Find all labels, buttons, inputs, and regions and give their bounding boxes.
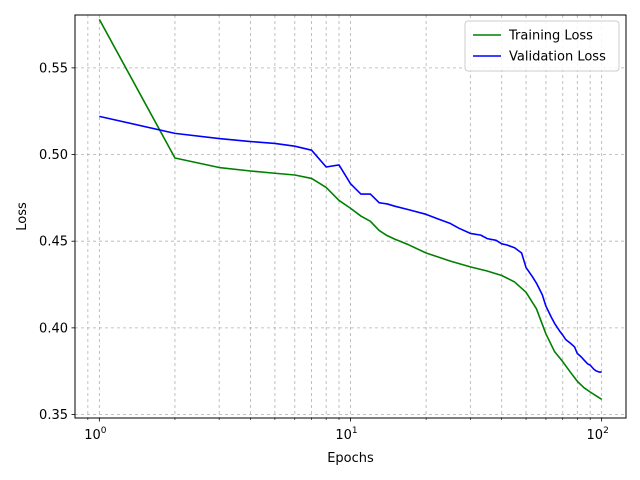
- legend-box: [464, 20, 620, 72]
- y-tick-label: 0.45: [39, 235, 68, 250]
- x-tick-label: 101: [335, 426, 357, 443]
- x-tick-label-exponent: 1: [352, 426, 358, 436]
- training-loss-line: [98, 18, 603, 400]
- x-tick-label-base: 10: [587, 428, 604, 443]
- series-layer: [98, 18, 603, 400]
- y-tick-label: 0.35: [39, 408, 68, 423]
- x-tick-label-exponent: 0: [101, 426, 107, 436]
- x-axis-label: Epochs: [327, 451, 374, 466]
- legend-label-validation-loss: Validation Loss: [509, 50, 606, 65]
- x-tick-label-base: 10: [84, 428, 101, 443]
- legend-label-training-loss: Training Loss: [508, 29, 593, 44]
- x-tick-label: 100: [84, 426, 107, 443]
- y-tick-label: 0.40: [39, 321, 68, 336]
- grid: [75, 15, 626, 418]
- y-tick-label: 0.50: [39, 148, 68, 163]
- x-tick-label-exponent: 2: [603, 426, 609, 436]
- y-tick-label: 0.55: [39, 61, 68, 76]
- legend: Training Loss Validation Loss: [464, 20, 620, 72]
- validation-loss-line: [99, 115, 602, 373]
- y-axis-label: Loss: [15, 202, 30, 231]
- x-tick-label-base: 10: [335, 428, 352, 443]
- x-tick-label: 102: [587, 426, 609, 443]
